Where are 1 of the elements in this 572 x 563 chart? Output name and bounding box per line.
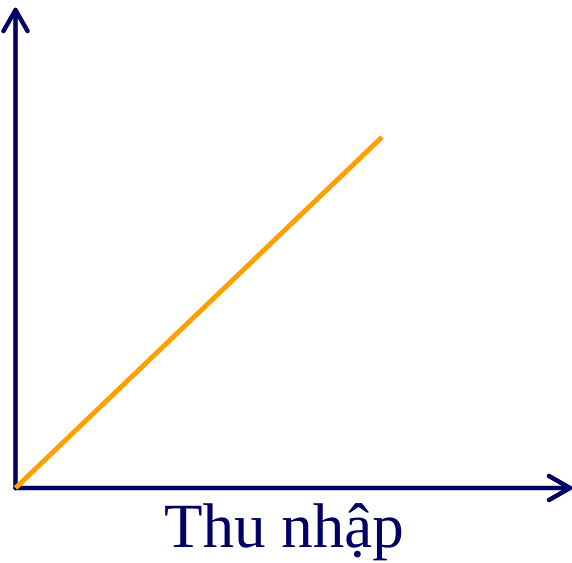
x-axis-title: Thu nhập (165, 503, 402, 560)
